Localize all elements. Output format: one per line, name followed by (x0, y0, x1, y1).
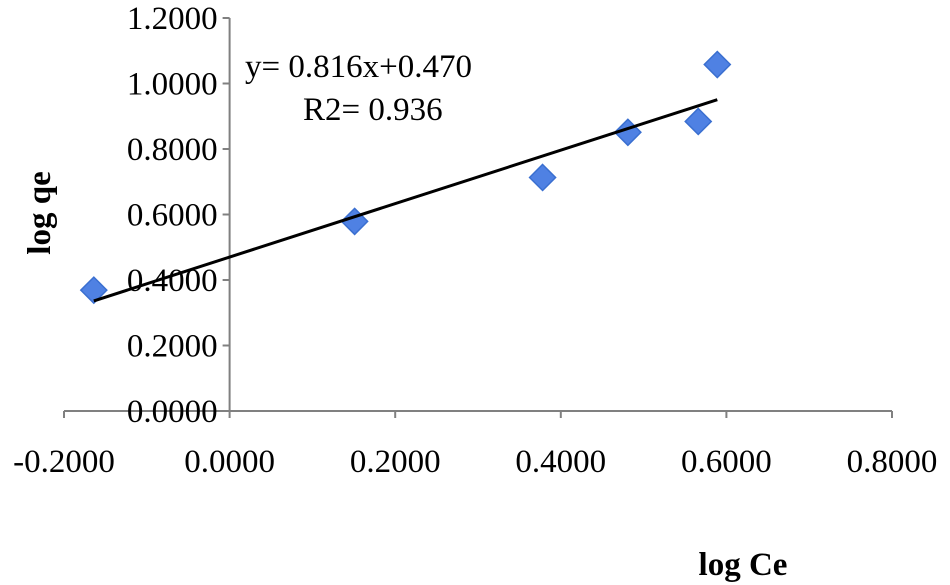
equation-label: y= 0.816x+0.470 (245, 49, 472, 85)
x-tick-label: 0.8000 (847, 444, 938, 480)
data-point (703, 50, 732, 79)
x-tick-label: -0.2000 (13, 444, 115, 480)
y-tick-label: 0.8000 (127, 132, 218, 168)
y-axis-ticks: 0.0000 0.2000 0.4000 0.6000 0.8000 1.0000 1.20… (127, 1, 230, 430)
y-tick-label: 1.0000 (127, 67, 218, 103)
data-point (528, 163, 557, 192)
y-tick-label: 0.2000 (127, 329, 218, 365)
y-tick-label: 0.0000 (127, 394, 218, 430)
data-point (684, 107, 713, 136)
y-tick-label: 1.2000 (127, 1, 218, 37)
y-tick-label: 0.6000 (127, 198, 218, 234)
y-axis-title: log qe (22, 171, 58, 254)
data-point (79, 276, 108, 305)
x-tick-label: 0.4000 (515, 444, 606, 480)
x-tick-label: 0.2000 (350, 444, 441, 480)
trendline (93, 98, 718, 303)
r-squared-label: R2= 0.936 (303, 92, 443, 128)
x-tick-label: 0.6000 (681, 444, 772, 480)
x-axis-title: log Ce (699, 547, 788, 583)
y-tick-label: 0.4000 (127, 263, 218, 299)
x-axis-ticks: -0.2000 0.0000 0.2000 0.4000 0.6000 0.8000 (13, 411, 937, 480)
x-tick-label: 0.0000 (184, 444, 275, 480)
